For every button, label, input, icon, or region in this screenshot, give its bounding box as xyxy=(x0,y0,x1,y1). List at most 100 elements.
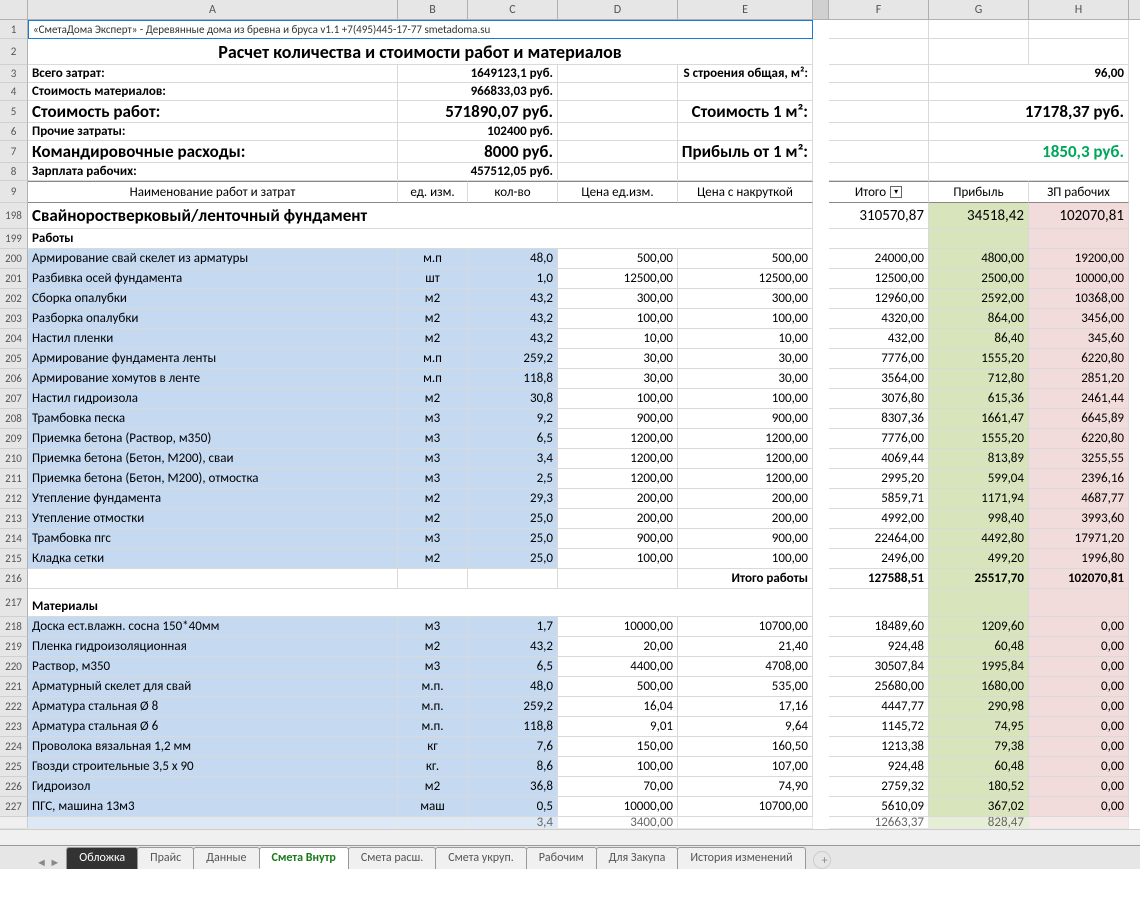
cell-profit[interactable]: 499,20 xyxy=(929,549,1029,569)
cell-qty[interactable]: 36,8 xyxy=(468,777,558,797)
cell-total[interactable]: 4447,77 xyxy=(829,697,929,717)
row-1[interactable]: 1 «СметаДома Эксперт» - Деревянные дома … xyxy=(0,20,1140,39)
sheet-tab[interactable]: Рабочим xyxy=(526,847,597,869)
table-row[interactable]: 223 Арматура стальная Ø 6 м.п. 118,8 9,0… xyxy=(0,717,1140,737)
cell-salary[interactable]: 6220,80 xyxy=(1029,349,1129,369)
cell-qty[interactable]: 43,2 xyxy=(468,637,558,657)
cell-total[interactable]: 2995,20 xyxy=(829,469,929,489)
row-2[interactable]: 2 Расчет количества и стоимости работ и … xyxy=(0,39,1140,65)
cell-unit[interactable]: м2 xyxy=(398,637,468,657)
cell-name[interactable]: Настил пленки xyxy=(28,329,398,349)
cell-markup[interactable]: 100,00 xyxy=(678,309,813,329)
cell-unit[interactable]: м.п. xyxy=(398,697,468,717)
cell-salary[interactable]: 0,00 xyxy=(1029,617,1129,637)
cell-unit[interactable]: кг. xyxy=(398,757,468,777)
sheet-tab[interactable]: Для Закупа xyxy=(596,847,679,869)
sheet-tab[interactable]: Данные xyxy=(193,847,259,869)
cell-profit[interactable]: 712,80 xyxy=(929,369,1029,389)
table-row[interactable]: 214 Трамбовка пгс м3 25,0 900,00 900,00 … xyxy=(0,529,1140,549)
cell-markup[interactable]: 1200,00 xyxy=(678,449,813,469)
table-row[interactable]: 205 Армирование фундамента ленты м.п 259… xyxy=(0,349,1140,369)
col-A[interactable]: A xyxy=(28,0,398,19)
cell-salary[interactable]: 3255,55 xyxy=(1029,449,1129,469)
cell-qty[interactable]: 30,8 xyxy=(468,389,558,409)
col-D[interactable]: D xyxy=(558,0,678,19)
cell-markup[interactable]: 107,00 xyxy=(678,757,813,777)
cell-profit[interactable]: 180,52 xyxy=(929,777,1029,797)
cell-price[interactable]: 70,00 xyxy=(558,777,678,797)
cell-price[interactable]: 200,00 xyxy=(558,509,678,529)
cell-salary[interactable]: 6220,80 xyxy=(1029,429,1129,449)
summary-row[interactable]: 8 Зарплата рабочих: 457512,05 руб. xyxy=(0,163,1140,181)
cell-unit[interactable]: м.п. xyxy=(398,717,468,737)
cell-name[interactable]: Приемка бетона (Бетон, М200), отмостка xyxy=(28,469,398,489)
cell-salary[interactable]: 0,00 xyxy=(1029,677,1129,697)
cell-qty[interactable]: 25,0 xyxy=(468,549,558,569)
cell-total[interactable]: 3076,80 xyxy=(829,389,929,409)
cell-price[interactable]: 10000,00 xyxy=(558,617,678,637)
cell-name[interactable]: Армирование фундамента ленты xyxy=(28,349,398,369)
cell-price[interactable]: 1200,00 xyxy=(558,469,678,489)
cell-name[interactable]: Гидроизол xyxy=(28,777,398,797)
cell-price[interactable]: 500,00 xyxy=(558,249,678,269)
summary-row[interactable]: 7 Командировочные расходы: 8000 руб. При… xyxy=(0,141,1140,163)
table-row[interactable]: 227 ПГС, машина 13м3 маш 0,5 10000,00 10… xyxy=(0,797,1140,817)
cell-unit[interactable]: м3 xyxy=(398,449,468,469)
table-row[interactable]: 218 Доска ест.влажн. сосна 150*40мм м3 1… xyxy=(0,617,1140,637)
cell-qty[interactable]: 43,2 xyxy=(468,289,558,309)
table-row[interactable]: 203 Разборка опалубки м2 43,2 100,00 100… xyxy=(0,309,1140,329)
table-row[interactable]: 225 Гвозди строительные 3,5 х 90 кг. 8,6… xyxy=(0,757,1140,777)
cell-total[interactable]: 25680,00 xyxy=(829,677,929,697)
cell-price[interactable]: 300,00 xyxy=(558,289,678,309)
cell-markup[interactable]: 900,00 xyxy=(678,529,813,549)
cell-salary[interactable]: 2396,16 xyxy=(1029,469,1129,489)
cell-total[interactable]: 7776,00 xyxy=(829,429,929,449)
cell-unit[interactable]: м2 xyxy=(398,777,468,797)
cell-total[interactable]: 432,00 xyxy=(829,329,929,349)
cell-name[interactable]: ПГС, машина 13м3 xyxy=(28,797,398,817)
cell-name[interactable]: Трамбовка пгс xyxy=(28,529,398,549)
cell-salary[interactable]: 17971,20 xyxy=(1029,529,1129,549)
cell-unit[interactable]: м3 xyxy=(398,529,468,549)
cell-price[interactable]: 150,00 xyxy=(558,737,678,757)
cell-unit[interactable]: м2 xyxy=(398,309,468,329)
cell-salary[interactable]: 6645,89 xyxy=(1029,409,1129,429)
cell-qty[interactable]: 48,0 xyxy=(468,677,558,697)
cell-markup[interactable]: 500,00 xyxy=(678,249,813,269)
cell-price[interactable]: 20,00 xyxy=(558,637,678,657)
cell-qty[interactable]: 7,6 xyxy=(468,737,558,757)
cell-salary[interactable]: 2851,20 xyxy=(1029,369,1129,389)
materials-label-row[interactable]: 217 Материалы xyxy=(0,589,1140,617)
cell-profit[interactable]: 615,36 xyxy=(929,389,1029,409)
cell-profit[interactable]: 1680,00 xyxy=(929,677,1029,697)
table-row[interactable]: 200 Армирование свай скелет из арматуры … xyxy=(0,249,1140,269)
cell-profit[interactable]: 1171,94 xyxy=(929,489,1029,509)
cell-markup[interactable]: 74,90 xyxy=(678,777,813,797)
col-H[interactable]: H xyxy=(1029,0,1129,19)
cell-salary[interactable]: 0,00 xyxy=(1029,657,1129,677)
works-total-row[interactable]: 216 Итого работы 127588,51 25517,70 1020… xyxy=(0,569,1140,589)
cell-unit[interactable]: кг xyxy=(398,737,468,757)
cell-profit[interactable]: 1555,20 xyxy=(929,349,1029,369)
cell-qty[interactable]: 6,5 xyxy=(468,657,558,677)
cell-salary[interactable]: 0,00 xyxy=(1029,697,1129,717)
cell-price[interactable]: 1200,00 xyxy=(558,449,678,469)
cell-qty[interactable]: 2,5 xyxy=(468,469,558,489)
cell-markup[interactable]: 300,00 xyxy=(678,289,813,309)
table-row[interactable]: 206 Армирование хомутов в ленте м.п 118,… xyxy=(0,369,1140,389)
hdr-total[interactable]: Итого▾ xyxy=(829,181,929,203)
cell-name[interactable]: Раствор, м350 xyxy=(28,657,398,677)
cell-markup[interactable]: 100,00 xyxy=(678,549,813,569)
table-row[interactable]: 220 Раствор, м350 м3 6,5 4400,00 4708,00… xyxy=(0,657,1140,677)
header-row[interactable]: 9 Наименование работ и затрат ед. изм. к… xyxy=(0,181,1140,203)
cell-unit[interactable]: м3 xyxy=(398,409,468,429)
cell-salary[interactable]: 2461,44 xyxy=(1029,389,1129,409)
cell-unit[interactable]: м3 xyxy=(398,617,468,637)
cell-salary[interactable]: 3456,00 xyxy=(1029,309,1129,329)
table-row[interactable]: 222 Арматура стальная Ø 8 м.п. 259,2 16,… xyxy=(0,697,1140,717)
cell-unit[interactable]: м3 xyxy=(398,429,468,449)
cell-price[interactable]: 500,00 xyxy=(558,677,678,697)
cell-total[interactable]: 24000,00 xyxy=(829,249,929,269)
cell-markup[interactable]: 4708,00 xyxy=(678,657,813,677)
cell-profit[interactable]: 2500,00 xyxy=(929,269,1029,289)
